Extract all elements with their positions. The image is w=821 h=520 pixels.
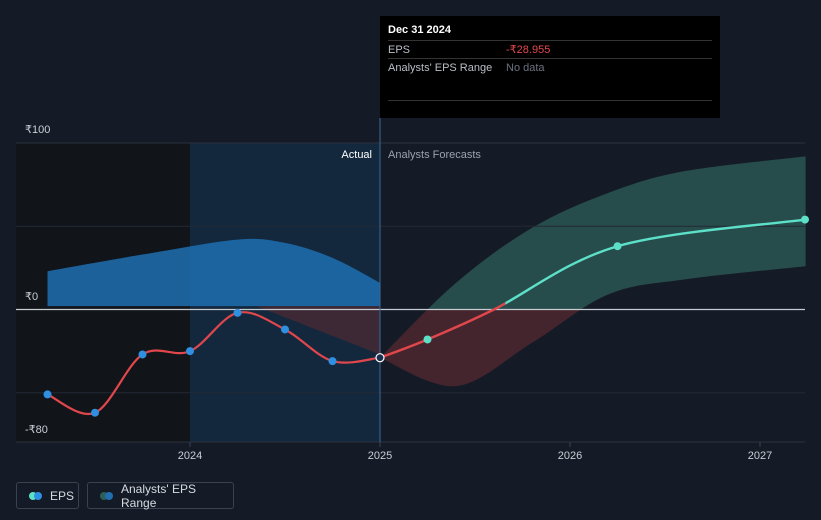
forecast-range-band-positive <box>427 156 806 310</box>
y-tick-label-0: ₹0 <box>25 291 38 303</box>
actual-negative-shade <box>256 306 380 355</box>
y-tick-label-100: ₹100 <box>25 124 50 136</box>
eps-point-actual-7 <box>375 353 385 363</box>
eps-point-forecast-3 <box>613 242 622 251</box>
tooltip-row-range: Analysts' EPS Range No data <box>388 58 712 76</box>
eps-point-actual-5 <box>281 325 289 334</box>
tooltip-eps-value: -₹28.955 <box>506 44 551 56</box>
eps-actual-line <box>47 311 381 416</box>
legend-eps-label: EPS <box>50 488 75 503</box>
tooltip-divider <box>388 100 712 101</box>
x-tick-label-2026: 2026 <box>558 450 582 462</box>
past-eps-range-band <box>47 238 380 307</box>
tooltip-range-label: Analysts' EPS Range <box>388 61 493 74</box>
eps-point-actual-3 <box>186 347 194 356</box>
eps-point-actual-2 <box>138 350 147 359</box>
eps-point-actual-6 <box>328 357 337 366</box>
tooltip-row-eps: EPS -₹28.955 <box>388 40 712 58</box>
eps-point-actual-0 <box>43 390 52 399</box>
eps-legend-icon <box>29 491 42 500</box>
x-tick-label-2024: 2024 <box>178 450 202 462</box>
range-legend-icon <box>100 491 113 500</box>
eps-point-forecast-end <box>801 215 809 224</box>
tooltip: Dec 31 2024 EPS -₹28.955 Analysts' EPS R… <box>380 16 720 118</box>
x-tick-label-2025: 2025 <box>368 450 392 462</box>
tooltip-eps-label: EPS <box>388 43 411 56</box>
legend-range-button[interactable]: Analysts' EPS Range <box>87 481 234 510</box>
forecast-range-band-negative <box>380 309 581 387</box>
y-tick-label-neg80: -₹80 <box>25 424 48 436</box>
eps-point-actual-1 <box>91 408 99 417</box>
legend-range-label: Analysts' EPS Range <box>121 481 196 510</box>
eps-point-forecast-1 <box>423 335 432 344</box>
eps-point-actual-4 <box>233 308 242 317</box>
tooltip-range-value: No data <box>506 61 545 74</box>
tooltip-date: Dec 31 2024 <box>388 24 451 36</box>
legend-eps-button[interactable]: EPS <box>16 482 79 509</box>
actual-label: Actual <box>341 149 372 161</box>
forecast-label: Analysts Forecasts <box>388 149 481 161</box>
x-tick-label-2027: 2027 <box>748 450 772 462</box>
